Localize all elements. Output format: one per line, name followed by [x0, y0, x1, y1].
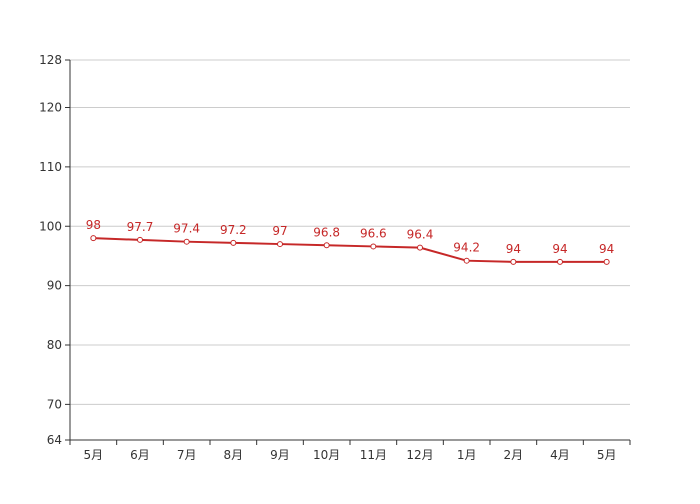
data-label: 97 — [272, 224, 287, 238]
x-tick-label: 7月 — [177, 448, 197, 462]
data-point[interactable] — [603, 258, 610, 265]
y-tick-label: 100 — [39, 219, 62, 233]
data-label: 97.7 — [127, 220, 154, 234]
y-tick-label: 110 — [39, 160, 62, 174]
grid-lines — [70, 59, 630, 405]
x-tick-label: 6月 — [130, 448, 150, 462]
x-tick-label: 1月 — [457, 448, 477, 462]
x-tick-label: 9月 — [270, 448, 290, 462]
y-tick-label: 90 — [47, 279, 62, 293]
data-point[interactable] — [277, 241, 283, 248]
data-point[interactable] — [557, 258, 563, 265]
y-tick-label: 128 — [39, 53, 62, 67]
x-tick-label: 2月 — [504, 448, 524, 462]
data-label: 94 — [506, 242, 521, 256]
data-label: 96.4 — [407, 228, 434, 242]
data-point[interactable] — [510, 258, 517, 265]
x-tick-label: 4月 — [550, 448, 570, 462]
axes — [69, 60, 630, 441]
y-tick-label: 120 — [39, 101, 62, 115]
data-label: 97.4 — [173, 222, 200, 236]
data-label: 94 — [552, 242, 567, 256]
x-tick-label: 11月 — [360, 448, 387, 462]
data-point[interactable] — [230, 239, 237, 246]
data-label: 97.2 — [220, 223, 247, 237]
x-axis-ticks: 5月 6月 7月 8月 9月 10月 11月 12月 1月 2月 4月 5月 — [69, 440, 631, 462]
x-tick-label: 5月 — [597, 448, 617, 462]
y-tick-label: 64 — [47, 433, 62, 447]
data-point[interactable] — [463, 257, 470, 264]
data-label: 96.8 — [313, 225, 340, 239]
data-label: 94 — [599, 242, 614, 256]
data-point[interactable] — [90, 235, 97, 242]
series-line — [93, 237, 607, 263]
data-point[interactable] — [137, 236, 143, 243]
data-label: 98 — [86, 218, 101, 232]
data-point[interactable] — [417, 244, 423, 251]
data-point[interactable] — [183, 238, 190, 245]
data-label: 94.2 — [453, 241, 480, 255]
x-tick-label: 8月 — [224, 448, 244, 462]
data-point[interactable] — [370, 243, 377, 250]
x-tick-label: 5月 — [84, 448, 104, 462]
x-tick-label: 10月 — [313, 448, 340, 462]
data-labels: 98 97.7 97.4 97.2 97 96.8 96.6 96.4 94.2 94 94 94 — [86, 218, 615, 256]
y-tick-label: 80 — [47, 338, 62, 352]
y-tick-label: 70 — [47, 397, 62, 411]
data-point[interactable] — [323, 242, 330, 249]
x-tick-label: 12月 — [406, 448, 433, 462]
data-label: 96.6 — [360, 226, 387, 240]
series — [90, 235, 610, 265]
y-axis-ticks: 64 70 80 90 100 110 120 128 — [39, 53, 70, 447]
